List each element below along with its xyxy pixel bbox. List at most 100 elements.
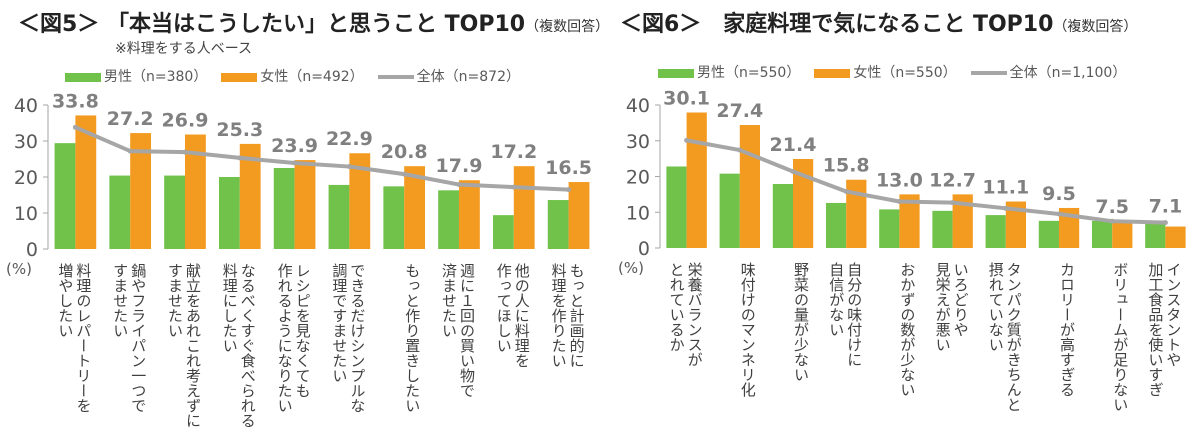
- point-total: [511, 184, 517, 190]
- bar-female: [75, 115, 97, 249]
- category-label: とれているか: [668, 262, 686, 352]
- bar-male: [273, 168, 295, 249]
- category-label: 自分の味付けに: [845, 262, 863, 367]
- y-axis-unit: (%): [6, 260, 32, 278]
- legend-item-male: 男性（n=550）: [658, 62, 800, 82]
- bar-male: [109, 175, 131, 249]
- bar-female: [952, 194, 973, 248]
- y-tick-label: 0: [638, 238, 650, 260]
- point-total: [790, 168, 796, 174]
- y-tick-label: 30: [626, 131, 650, 153]
- data-label-total: 16.5: [545, 157, 592, 179]
- category-label: すませたい: [111, 263, 129, 338]
- category-label: 味付けのマンネリ化: [739, 262, 757, 397]
- category-label: 自信がない: [827, 262, 845, 337]
- bar-male: [54, 143, 76, 249]
- bar-male: [383, 186, 405, 249]
- line-total: [74, 125, 569, 192]
- point-total: [72, 124, 78, 130]
- y-tick-label: 30: [14, 131, 38, 153]
- category-label: 作れるようになりたい: [276, 263, 294, 413]
- point-total: [1056, 211, 1062, 217]
- bar-male: [438, 190, 459, 249]
- point-total: [1003, 205, 1009, 211]
- title-text: ＜図5＞ 「本当はこうしたい」と思うこと TOP10: [18, 12, 526, 37]
- data-label-total: 27.2: [107, 108, 154, 130]
- point-total: [950, 200, 956, 206]
- title-note: （複数回答）: [1053, 19, 1138, 35]
- legend-swatch-male: [65, 72, 101, 82]
- bar-male: [879, 209, 900, 248]
- bar-female: [130, 133, 152, 249]
- category-label: できるだけシンプルな: [348, 263, 366, 413]
- bar-male: [932, 210, 953, 248]
- category-label: 鍋やフライパン一つで: [129, 263, 147, 413]
- point-total: [127, 148, 133, 154]
- data-label-total: 23.9: [271, 135, 318, 157]
- data-label-total: 20.8: [381, 141, 428, 163]
- category-label: すませたい: [166, 263, 184, 338]
- bar-male: [719, 173, 740, 248]
- category-label: 済ませたい: [440, 263, 458, 338]
- point-total: [237, 155, 243, 161]
- point-total: [684, 137, 690, 143]
- bar-male: [772, 184, 793, 248]
- bar-female: [568, 182, 590, 249]
- chart-title-fig5: ＜図5＞ 「本当はこうしたい」と思うこと TOP10（複数回答）: [18, 6, 609, 38]
- legend-swatch-male: [658, 68, 694, 78]
- point-total: [566, 187, 572, 193]
- bar-male: [1091, 220, 1113, 248]
- category-label: 他の人に料理を: [513, 263, 531, 368]
- bar-male: [218, 177, 240, 249]
- legend-swatch-total: [970, 71, 1007, 75]
- bar-male: [825, 202, 847, 248]
- chart-title-fig6: ＜図6＞ 家庭料理で気になること TOP10（複数回答）: [620, 6, 1137, 38]
- bar-female: [239, 143, 261, 249]
- data-label-total: 15.8: [823, 155, 870, 177]
- bar-female: [739, 125, 761, 248]
- point-total: [292, 160, 298, 166]
- category-label: 増やしたい: [56, 263, 74, 338]
- bar-female: [899, 194, 920, 248]
- bar-female: [294, 160, 316, 249]
- point-total: [896, 199, 902, 205]
- y-tick-label: 20: [626, 167, 650, 189]
- category-label: 料理のレパートリーを: [74, 263, 92, 413]
- category-label: 週に１回の買い物で: [458, 263, 476, 398]
- legend-label: 全体（n=872）: [416, 69, 520, 85]
- bar-male: [328, 184, 350, 249]
- bar-female: [793, 158, 814, 248]
- data-label-total: 30.1: [663, 88, 710, 110]
- bar-female: [846, 179, 867, 248]
- data-label-total: 13.0: [876, 169, 923, 191]
- bar-male: [985, 215, 1006, 248]
- bar-female: [1165, 226, 1186, 248]
- legend-swatch-female: [814, 68, 851, 78]
- legend-item-female: 女性（n=492）: [221, 66, 364, 86]
- y-tick-label: 40: [626, 95, 650, 117]
- category-label: いろどりや: [952, 262, 970, 337]
- bar-female: [1005, 201, 1027, 248]
- category-label: 作ってほしい: [495, 263, 513, 353]
- data-label-total: 27.4: [716, 100, 763, 122]
- bar-female: [513, 166, 535, 249]
- category-label: 栄養バランスが: [686, 262, 704, 367]
- title-note: （複数回答）: [525, 19, 610, 35]
- chart-subtitle-fig5: ※料理をする人ベース: [115, 41, 253, 57]
- legend-item-total: 全体（n=1,100）: [970, 62, 1126, 82]
- y-tick-label: 0: [26, 239, 38, 261]
- data-label-total: 17.9: [436, 155, 483, 177]
- category-label: 献立をあれこれ考えずに: [184, 263, 202, 428]
- category-label: 調理ですませたい: [330, 263, 348, 383]
- y-tick-label: 10: [14, 203, 38, 225]
- legend-label: 男性（n=550）: [697, 65, 801, 81]
- bar-male: [1145, 220, 1166, 248]
- bar-male: [492, 215, 514, 249]
- category-label: インスタントや: [1164, 262, 1182, 367]
- legend-swatch-female: [221, 72, 258, 82]
- bar-female: [459, 180, 480, 249]
- category-label: なるべくすぐ食べられる: [239, 263, 257, 428]
- data-label-total: 33.8: [52, 90, 99, 112]
